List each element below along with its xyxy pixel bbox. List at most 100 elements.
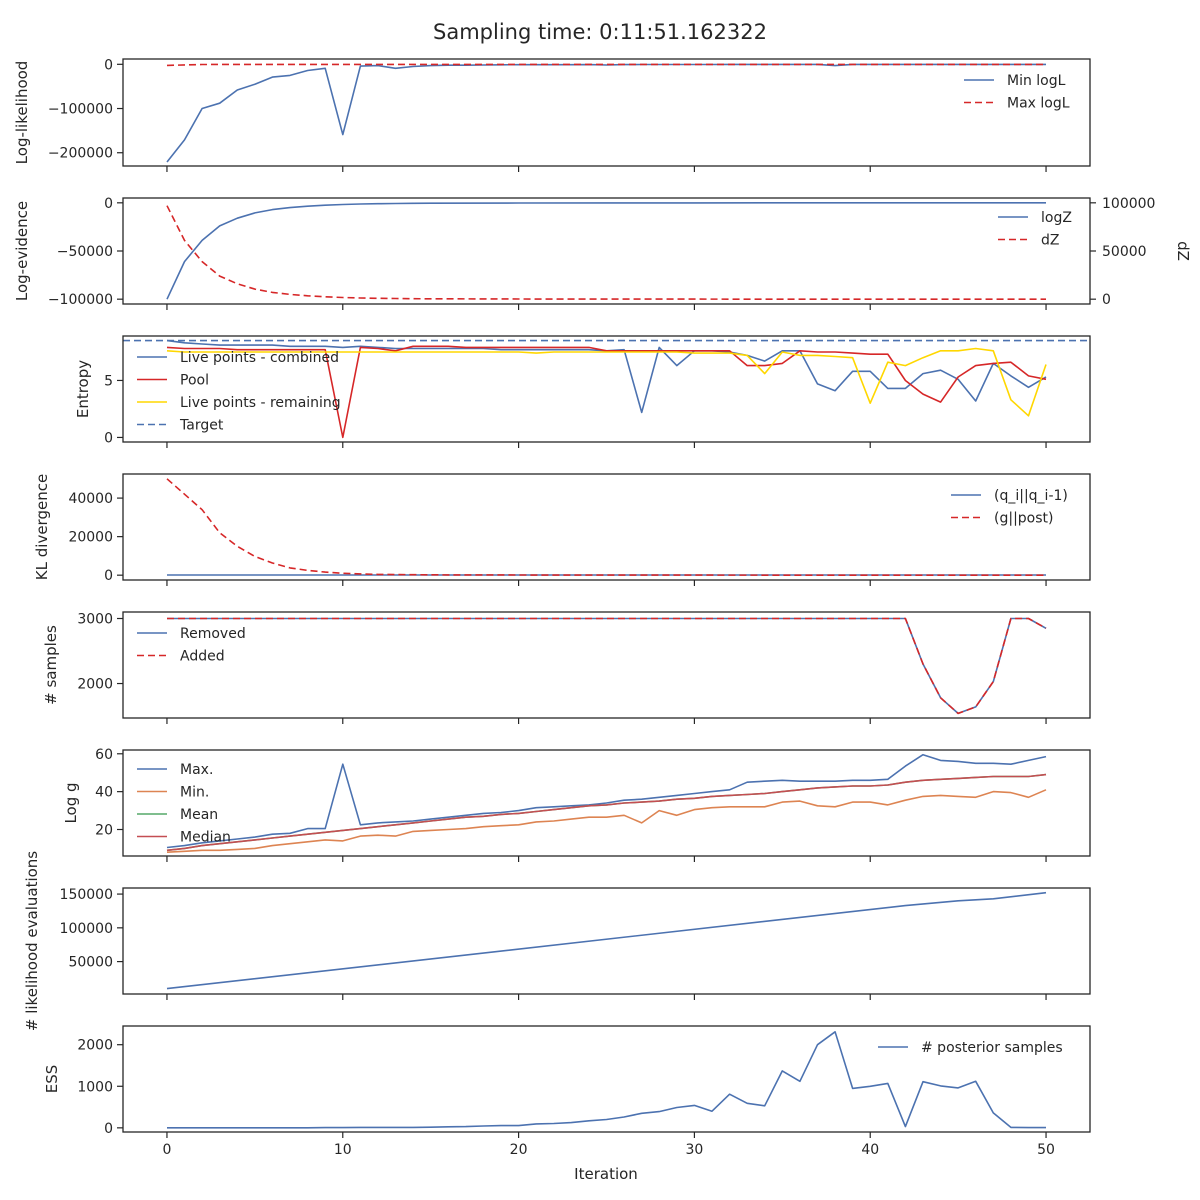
y-tick-label: 5 bbox=[104, 373, 113, 389]
plot-frame bbox=[122, 473, 1091, 581]
plot-frame bbox=[122, 197, 1091, 305]
series-line bbox=[166, 753, 1047, 849]
series-group bbox=[167, 1031, 1046, 1129]
y-axis-label: ESS bbox=[43, 1065, 61, 1094]
series-line bbox=[167, 617, 1047, 715]
legend: Min logL Max logL bbox=[964, 73, 1070, 112]
series-line bbox=[166, 205, 1046, 301]
y-tick-label: 0 bbox=[104, 196, 113, 212]
y2-tick-label: 100000 bbox=[1102, 196, 1155, 212]
subplot-5: 2000 3000 # samples Removed Added bbox=[42, 611, 1091, 724]
subplot-6: 20 40 60 Log g Max. Min. Mean Median bbox=[62, 747, 1091, 862]
plot-frame bbox=[122, 887, 1091, 995]
y-tick-label: 2000 bbox=[77, 1038, 113, 1054]
y-tick-label: −100000 bbox=[48, 102, 113, 118]
y2-tick-label: 0 bbox=[1102, 292, 1111, 308]
x-axis-label: Iteration bbox=[574, 1165, 638, 1183]
y-tick-label: 3000 bbox=[77, 612, 113, 628]
legend-label: Target bbox=[179, 418, 224, 434]
series-group bbox=[166, 478, 1046, 577]
figure-title: Sampling time: 0:11:51.162322 bbox=[433, 20, 767, 44]
y-tick-label: 20 bbox=[95, 823, 113, 839]
legend-label: dZ bbox=[1041, 233, 1059, 249]
y-axis-label: Entropy bbox=[74, 360, 92, 418]
y-tick-label: 2000 bbox=[77, 677, 113, 693]
x-tick-label: 30 bbox=[685, 1142, 703, 1158]
subplot-7: 50000 100000 150000 # likelihood evaluation… bbox=[23, 851, 1091, 1031]
y-tick-label: 0 bbox=[104, 1121, 113, 1137]
legend: Max. Min. Mean Median bbox=[137, 762, 231, 846]
plot-frame bbox=[122, 335, 1091, 443]
y-axis-label: KL divergence bbox=[33, 474, 51, 580]
y-tick-label: −100000 bbox=[48, 292, 113, 308]
y2-tick-label: 50000 bbox=[1102, 244, 1147, 260]
y-tick-label: 60 bbox=[95, 747, 113, 763]
subplot-1: 0 −100000 −200000 Log-likelihood Min logL Max… bbox=[13, 57, 1091, 172]
series-line bbox=[167, 1031, 1046, 1129]
series-line bbox=[167, 617, 1047, 715]
legend-label: Median bbox=[180, 830, 231, 846]
x-tick-label: 50 bbox=[1037, 1142, 1055, 1158]
y-axis-label: Log g bbox=[62, 782, 80, 823]
series-line bbox=[166, 789, 1047, 853]
legend-label: Mean bbox=[180, 807, 218, 823]
series-line bbox=[166, 202, 1046, 300]
y-axis-label: # samples bbox=[42, 625, 60, 705]
plot-frame bbox=[122, 1025, 1091, 1133]
y-tick-label: 40000 bbox=[68, 491, 113, 507]
y-tick-label: 100000 bbox=[60, 921, 113, 937]
legend-label: (g||post) bbox=[994, 511, 1053, 527]
series-line bbox=[166, 891, 1047, 990]
series-line bbox=[166, 478, 1046, 577]
subplot-8: 0 1000 2000 0 10 20 30 40 50 ESS # posterior sampl… bbox=[43, 1025, 1091, 1158]
legend: # posterior samples bbox=[878, 1040, 1063, 1056]
x-tick-label: 0 bbox=[162, 1142, 171, 1158]
x-tick-label: 20 bbox=[510, 1142, 528, 1158]
series-group bbox=[166, 753, 1047, 853]
legend-label: logZ bbox=[1041, 210, 1072, 226]
series-line bbox=[166, 773, 1047, 852]
series-line bbox=[166, 63, 1046, 67]
legend: logZ dZ bbox=[998, 210, 1072, 249]
plot-frame bbox=[122, 611, 1091, 719]
subplot-2: 0 −50000 −100000 0 50000 100000 dZ Log-evidence… bbox=[13, 196, 1192, 310]
y-tick-label: 0 bbox=[104, 568, 113, 584]
legend-label: Removed bbox=[180, 626, 246, 642]
legend-label: Added bbox=[180, 649, 225, 665]
legend-label: Max. bbox=[180, 762, 213, 778]
y-axis-label: # likelihood evaluations bbox=[23, 851, 41, 1031]
legend-label: Min. bbox=[180, 785, 209, 801]
y-tick-label: 150000 bbox=[60, 887, 113, 903]
x-tick-label: 10 bbox=[334, 1142, 352, 1158]
legend-label: Min logL bbox=[1007, 73, 1066, 89]
y-tick-label: 0 bbox=[104, 57, 113, 73]
y-tick-label: 1000 bbox=[77, 1079, 113, 1095]
legend-label: # posterior samples bbox=[921, 1040, 1063, 1056]
y2-axis-label: dZ bbox=[1174, 241, 1192, 261]
y-tick-label: 50000 bbox=[68, 955, 113, 971]
series-line bbox=[166, 347, 1047, 417]
legend: (q_i||q_i-1) (g||post) bbox=[951, 488, 1068, 527]
series-group bbox=[166, 891, 1047, 990]
legend-label: Pool bbox=[180, 373, 209, 389]
plot-frame bbox=[122, 749, 1091, 857]
y-tick-label: 20000 bbox=[68, 530, 113, 546]
y-tick-label: 40 bbox=[95, 785, 113, 801]
legend-label: Live points - remaining bbox=[180, 395, 341, 411]
legend-label: Live points - combined bbox=[180, 350, 339, 366]
y-tick-label: −200000 bbox=[48, 146, 113, 162]
y-tick-label: 0 bbox=[104, 430, 113, 446]
legend: Removed Added bbox=[137, 626, 246, 665]
series-group bbox=[167, 617, 1047, 715]
series-group bbox=[123, 339, 1090, 439]
series-line bbox=[166, 773, 1047, 852]
y-axis-label: Log-likelihood bbox=[13, 61, 31, 165]
legend: Live points - combined Pool Live points - … bbox=[137, 350, 341, 434]
series-line bbox=[166, 63, 1046, 163]
series-group bbox=[166, 63, 1046, 163]
series-line bbox=[166, 345, 1047, 439]
series-group bbox=[166, 202, 1046, 301]
x-tick-label: 40 bbox=[861, 1142, 879, 1158]
